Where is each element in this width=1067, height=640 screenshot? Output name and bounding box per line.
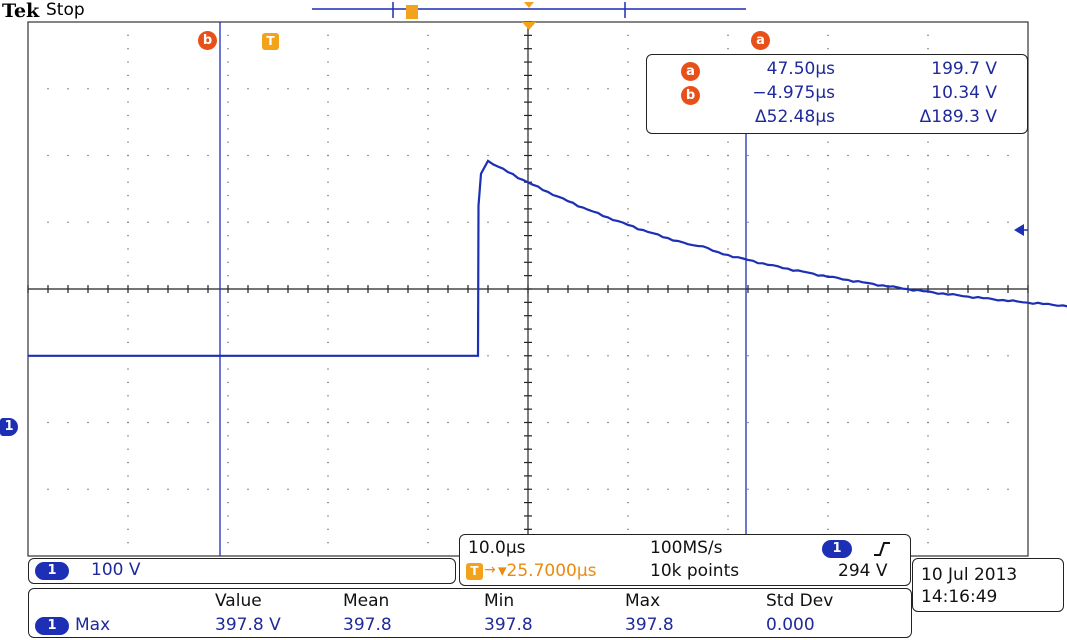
trigger-level: 294 V — [838, 561, 888, 581]
trigger-arrow-icon: → — [484, 562, 496, 578]
cursor-b-volt: 10.34 V — [931, 83, 997, 103]
measure-max: 397.8 — [625, 615, 674, 635]
cursor-delta-row: Δ52.48µs Δ189.3 V — [647, 107, 1027, 131]
time-display: 14:16:49 — [921, 587, 998, 607]
measure-header-value: Value — [215, 591, 262, 611]
cursor-b-marker[interactable]: b — [198, 31, 217, 50]
cursor-delta-time: Δ52.48µs — [755, 107, 835, 127]
trigger-marker[interactable]: T — [262, 33, 279, 50]
cursor-a-volt: 199.7 V — [931, 59, 997, 79]
horizontal-scale: 10.0µs — [468, 538, 526, 558]
acquisition-status: Stop — [46, 0, 85, 20]
cursor-delta-volt: Δ189.3 V — [919, 107, 997, 127]
cursor-a-badge: a — [681, 62, 700, 81]
measure-header-stddev: Std Dev — [766, 591, 834, 611]
channel-1-ground-marker[interactable]: 1 — [0, 418, 18, 436]
date-display: 10 Jul 2013 — [921, 565, 1018, 585]
cursor-b-row: b −4.975µs 10.34 V — [647, 83, 1027, 107]
tek-logo: Tek — [2, 0, 40, 22]
cursor-readout-panel: a 47.50µs 199.7 V b −4.975µs 10.34 V Δ52… — [646, 54, 1028, 134]
cursor-a-row: a 47.50µs 199.7 V — [647, 59, 1027, 83]
channel-1-scale-panel[interactable]: 1 100 V — [28, 558, 456, 584]
measure-header-mean: Mean — [343, 591, 390, 611]
rising-edge-icon — [874, 542, 890, 556]
trigger-point-icon — [522, 22, 536, 30]
channel-1-vertical-scale: 100 V — [91, 560, 141, 580]
measure-min: 397.8 — [484, 615, 533, 635]
record-length: 10k points — [650, 561, 740, 581]
timebase-panel[interactable]: 10.0µs 100MS/s 1 T → ▾25.7000µs 10k poin… — [459, 534, 911, 586]
measure-value: 397.8 V — [215, 615, 281, 635]
cursor-a-time: 47.50µs — [766, 59, 835, 79]
measure-header-max: Max — [625, 591, 661, 611]
measure-header-min: Min — [484, 591, 515, 611]
channel-1-badge: 1 — [35, 562, 69, 580]
measurement-panel[interactable]: Value Mean Min Max Std Dev 1 Max 397.8 V… — [28, 588, 912, 638]
sample-rate: 100MS/s — [650, 538, 723, 558]
trigger-source-badge: 1 — [822, 540, 852, 558]
trigger-position-icon — [524, 2, 534, 8]
measure-stddev: 0.000 — [766, 615, 815, 635]
record-trigger-icon — [406, 5, 418, 19]
cursor-b-time: −4.975µs — [752, 83, 835, 103]
measure-mean: 397.8 — [343, 615, 392, 635]
cursor-a-marker[interactable]: a — [751, 31, 770, 50]
measurement-type: Max — [75, 615, 111, 635]
channel-1-waveform — [28, 159, 1067, 357]
measurement-channel-badge: 1 — [35, 617, 69, 635]
trigger-level-arrow-icon — [1014, 224, 1024, 236]
record-view-bar — [312, 2, 746, 19]
cursor-b-badge: b — [681, 86, 700, 105]
trigger-position-badge: T — [466, 563, 483, 580]
datetime-panel: 10 Jul 2013 14:16:49 — [912, 558, 1064, 612]
trigger-position-value: ▾25.7000µs — [498, 561, 597, 581]
